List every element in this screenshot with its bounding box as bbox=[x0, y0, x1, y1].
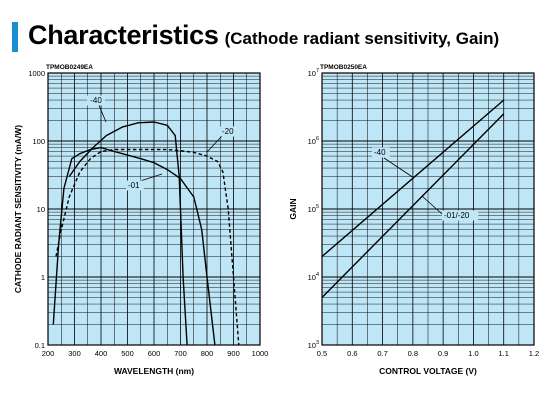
y-tick-label: 1 bbox=[41, 273, 45, 282]
page-title-main: Characteristics bbox=[28, 20, 219, 50]
series-label: -01/-20 bbox=[444, 211, 470, 220]
x-tick-label: 0.8 bbox=[408, 349, 418, 358]
x-tick-label: 800 bbox=[201, 349, 214, 358]
x-tick-label: 0.7 bbox=[377, 349, 387, 358]
y-axis-title: CATHODE RADIANT SENSITIVITY (mA/W) bbox=[13, 125, 23, 293]
series-label-bg bbox=[220, 126, 238, 137]
x-axis-title: CONTROL VOLTAGE (V) bbox=[379, 366, 477, 376]
series-leader-line bbox=[206, 135, 223, 153]
x-tick-label: 1.2 bbox=[529, 349, 539, 358]
x-tick-label: 500 bbox=[121, 349, 134, 358]
x-tick-label: 900 bbox=[227, 349, 240, 358]
series-label: -01 bbox=[128, 181, 140, 190]
x-tick-label: 200 bbox=[42, 349, 55, 358]
x-tick-label: 1000 bbox=[252, 349, 269, 358]
series-label: -20 bbox=[222, 127, 234, 136]
series-line-0120 bbox=[322, 113, 505, 298]
y-axis-title: GAIN bbox=[288, 198, 298, 219]
y-tick-label: 104 bbox=[308, 272, 319, 282]
series-line-01 bbox=[52, 146, 216, 345]
x-tick-label: 0.6 bbox=[347, 349, 357, 358]
x-tick-label: 0.5 bbox=[317, 349, 327, 358]
plot-frame bbox=[47, 72, 261, 346]
chart-id-label: TPMOB0250EA bbox=[320, 64, 367, 71]
y-tick-label: 103 bbox=[308, 340, 319, 350]
chart-2: TPMOB0250EA 0.5 0.6 0.7 0.8 0.9 1.0 1.1 1.2 103 10… bbox=[288, 64, 539, 376]
series-label-bg bbox=[87, 95, 105, 106]
series-label-bg bbox=[372, 147, 390, 158]
series-line-40 bbox=[322, 99, 505, 258]
x-tick-label: 600 bbox=[148, 349, 161, 358]
page-title-subtitle: (Cathode radiant sensitivity, Gain) bbox=[224, 29, 500, 48]
plot-frame bbox=[321, 72, 535, 346]
series-line-20 bbox=[55, 148, 240, 345]
x-tick-label: 1.0 bbox=[468, 349, 478, 358]
y-tick-label: 106 bbox=[308, 136, 319, 146]
chart-id-label: TPMOB0249EA bbox=[46, 64, 93, 71]
series-label: -40 bbox=[374, 148, 386, 157]
chart-1: TPMOB0249EA 200 300 400 500 600 700 800 900 1000 0… bbox=[13, 64, 268, 376]
y-tick-label: 0.1 bbox=[35, 341, 45, 350]
series-leader-line bbox=[97, 102, 107, 123]
x-tick-label: 700 bbox=[174, 349, 187, 358]
y-tick-label: 100 bbox=[32, 137, 45, 146]
x-tick-label: 1.1 bbox=[498, 349, 508, 358]
series-leader-line bbox=[421, 195, 443, 215]
y-tick-label: 1000 bbox=[28, 69, 45, 78]
x-axis-title: WAVELENGTH (nm) bbox=[114, 366, 194, 376]
series-leader-line bbox=[383, 157, 415, 179]
series-label-bg bbox=[126, 180, 144, 191]
series-label-bg bbox=[442, 210, 479, 221]
y-tick-label: 107 bbox=[308, 68, 319, 78]
x-tick-label: 400 bbox=[95, 349, 108, 358]
y-tick-label: 105 bbox=[308, 204, 319, 214]
y-tick-label: 10 bbox=[37, 205, 45, 214]
series-label: -40 bbox=[90, 96, 102, 105]
page-title: Characteristics (Cathode radiant sensitiv… bbox=[28, 20, 499, 51]
title-accent-bar bbox=[12, 22, 18, 52]
x-tick-label: 0.9 bbox=[438, 349, 448, 358]
x-tick-label: 300 bbox=[68, 349, 81, 358]
